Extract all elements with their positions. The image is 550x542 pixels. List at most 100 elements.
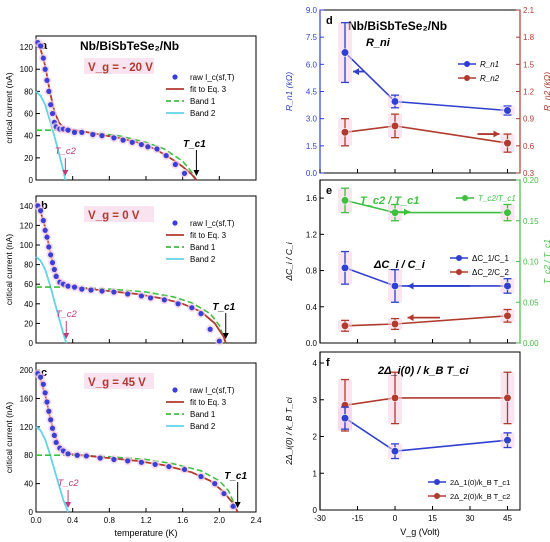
panel-a-raw-point	[138, 141, 145, 148]
panel-c-raw-point	[46, 408, 52, 414]
panel-e-legend-label: ΔC_1/C_1	[472, 254, 509, 263]
panel-c-xtick-label: 0.0	[30, 516, 42, 525]
panel-c-raw-point	[51, 432, 57, 438]
panel-b-tc1-arrowhead	[222, 333, 229, 339]
panel-b-ytick-label: 20	[24, 319, 33, 328]
panel-c-raw-point	[181, 466, 188, 473]
panel-f-legend-label: 2Δ_2(0)/k_B T_c2	[450, 492, 510, 501]
panel-c-raw-point	[48, 417, 54, 423]
panel-c-tc1-arrowhead	[234, 502, 241, 508]
panel-d-rn1-point	[390, 97, 400, 106]
panel-d-rn1-point	[503, 106, 512, 115]
panel-b-ytick-label: 140	[20, 202, 34, 211]
panel-c-legend-label: Band 1	[190, 410, 216, 419]
panel-a-legend-label: fit to Eq. 3	[190, 85, 227, 94]
panel-a-raw-point	[79, 129, 85, 135]
panel-c-gate-highlight	[84, 373, 154, 389]
panel-f-gap2-line	[344, 397, 508, 407]
panel-d-ytick-right-label: 1.5	[523, 60, 535, 69]
panel-c-raw-point	[44, 399, 50, 405]
panel-f-gap2-point	[503, 393, 512, 403]
panel-e-ytick-label: 1.6	[306, 194, 318, 203]
panel-c-ytick-label: 160	[20, 394, 34, 403]
panel-a-raw-point	[48, 102, 54, 108]
panel-d-legend-marker-dot	[464, 75, 470, 81]
panel-e-ytick-right-label: 0.05	[523, 298, 539, 307]
panel-c-ylabel: critical current (nA)	[4, 402, 14, 473]
panel-c-raw-point	[97, 455, 103, 461]
panel-a-raw-point	[44, 77, 50, 83]
panel-b-ytick-label: 60	[24, 280, 33, 289]
panel-c-raw-point	[138, 459, 145, 465]
panel-c-tc2-label: T_c2	[58, 478, 80, 489]
panel-b-raw-point	[161, 297, 167, 303]
panel-a-raw-point	[40, 55, 46, 61]
panel-f-xlabel: V_g (Volt)	[400, 527, 440, 537]
panel-a-tc2-arrowhead	[62, 170, 69, 176]
panel-c-raw-point	[111, 456, 117, 463]
panel-c-ytick-label: 80	[24, 451, 33, 460]
panel-d-legend-marker-dot	[464, 61, 470, 67]
panel-d-ytick-label: 6.0	[306, 60, 318, 69]
panel-d-ytick-label: 1.5	[306, 142, 318, 151]
panel-a-ytick-label: 100	[20, 65, 34, 74]
panel-b-raw-point	[147, 295, 154, 301]
panel-b-ytick-label: 100	[20, 241, 34, 250]
panel-a-ytick-label: 60	[24, 110, 33, 119]
panel-e-dc1-point	[503, 281, 512, 291]
panel-f-xtick-label: 15	[428, 514, 437, 523]
panel-b-legend-marker	[172, 220, 178, 226]
panel-b-tc2-arrowhead	[63, 333, 70, 339]
panel-f-ytick-label: 4	[313, 359, 318, 368]
panel-c-xtick-label: 0.4	[67, 516, 79, 525]
panel-c-raw-point	[42, 390, 48, 396]
panel-f-gap1-line	[344, 417, 508, 453]
panel-a-raw-point	[49, 110, 56, 117]
panel-c-legend-label: raw I_c(sf,T)	[190, 386, 235, 395]
panel-f-xtick-label: 45	[503, 514, 512, 523]
panel-b-band2-line	[35, 256, 68, 344]
panel-f-ytick-label: 0	[313, 506, 318, 515]
panel-e-ytick-right-label: 0.15	[523, 217, 539, 226]
panel-e-ytick-label: 0.8	[306, 267, 318, 276]
panel-d-letter: d	[326, 15, 333, 27]
panel-e-arrow-green-head	[404, 208, 410, 216]
panel-c-raw-point	[83, 453, 90, 459]
panel-b-raw-point	[65, 283, 71, 289]
panel-f-gap1-point	[503, 436, 512, 445]
panel-a-ytick-label: 80	[24, 87, 33, 96]
panel-d-ytick-right-label: 2.1	[523, 6, 535, 15]
panel-a-ytick-label: 0	[29, 176, 34, 185]
panel-e-tc-ratio-point	[503, 208, 512, 217]
panel-d-rn2-point	[503, 139, 512, 148]
panel-a-legend-label: raw I_c(sf,T)	[190, 73, 235, 82]
panel-b-ylabel: critical current (nA)	[4, 234, 14, 305]
panel-d-ytick-label: 4.5	[306, 88, 318, 97]
panel-c-legend-label: fit to Eq. 3	[190, 398, 227, 407]
panel-b-raw-point	[49, 260, 56, 266]
panel-b-ytick-label: 40	[24, 300, 33, 309]
panel-c-ytick-label: 40	[24, 480, 33, 489]
panel-b-raw-point	[99, 288, 105, 294]
panel-d-ytick-label: 0.0	[306, 169, 318, 178]
panel-c-xtick-label: 0.8	[104, 516, 116, 525]
panel-c-xtick-label: 1.6	[177, 516, 189, 525]
panel-e-ylabel-right: T_c2 / T_c1	[542, 239, 550, 284]
panel-b-gate-label: V_g = 0 V	[88, 210, 140, 222]
panel-f-xtick-label: -30	[314, 514, 326, 523]
panel-b-ytick-label: 0	[29, 339, 34, 348]
panel-b-tc1-label: T_c1	[212, 302, 235, 313]
panel-b-raw-point	[53, 273, 59, 279]
panel-e-ytick-label: 0.4	[306, 303, 318, 312]
panel-a-raw-point	[145, 144, 151, 150]
panel-e-ylabel: ΔC_i / C_i	[284, 241, 294, 281]
panel-b-raw-point	[189, 305, 195, 311]
panel-c-raw-point	[212, 481, 218, 487]
panel-d-ytick-right-label: 0.3	[523, 169, 535, 178]
panel-a-raw-point	[65, 127, 71, 133]
panel-c-xtick-label: 2.4	[250, 516, 262, 525]
panel-a-tc1-label: T_c1	[183, 139, 206, 150]
panel-b-raw-point	[48, 252, 54, 258]
panel-c-xtick-label: 2.0	[214, 516, 226, 525]
